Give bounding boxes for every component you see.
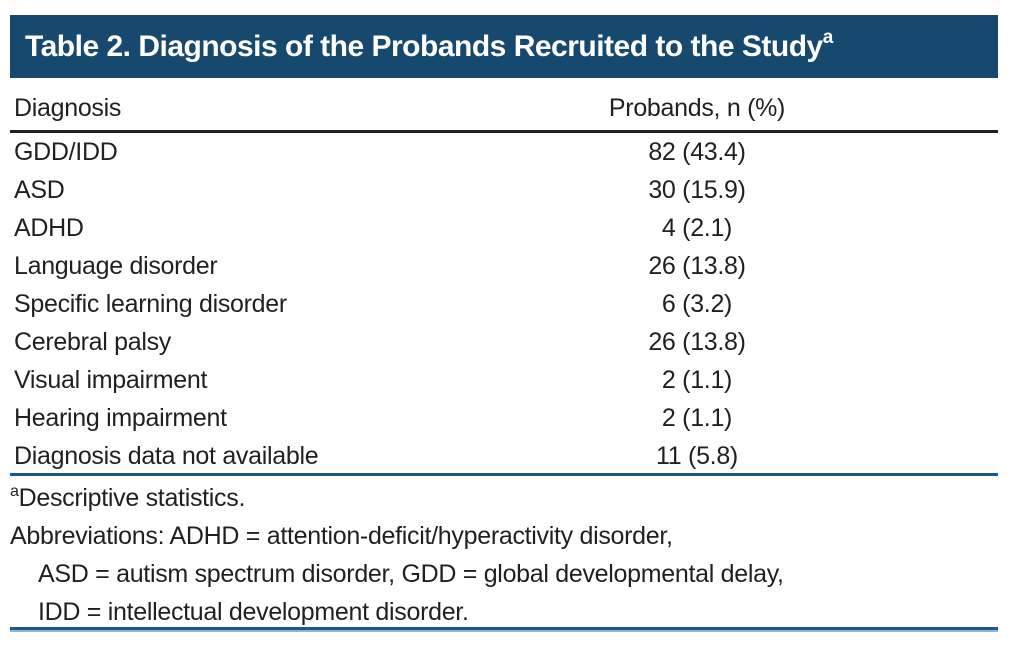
table-row: Hearing impairment 2 (1.1)	[10, 399, 998, 437]
table-title: Table 2. Diagnosis of the Probands Recru…	[10, 26, 834, 64]
table-body: GDD/IDD 82 (43.4) ASD 30 (15.9) ADHD 4 (…	[10, 132, 998, 476]
footnote-abbreviations-line1: Abbreviations: ADHD = attention-deficit/…	[10, 522, 673, 550]
diagnosis-cell: ADHD	[14, 213, 84, 242]
body-bottom-rule	[10, 473, 998, 476]
table-title-superscript: a	[822, 26, 834, 48]
value-cell: 82 (43.4)	[648, 137, 746, 166]
value-cell: 2 (1.1)	[661, 365, 733, 394]
footnote-marker: a	[10, 483, 19, 500]
page-bottom-rule	[10, 627, 998, 632]
footnote-descriptive: aDescriptive statistics.	[10, 479, 998, 517]
diagnosis-cell: ASD	[14, 175, 65, 204]
table-title-text: Table 2. Diagnosis of the Probands Recru…	[25, 29, 823, 63]
table-row: Diagnosis data not available 11 (5.8)	[10, 437, 998, 475]
value-cell: 6 (3.2)	[661, 289, 733, 318]
diagnosis-cell: Language disorder	[14, 251, 218, 280]
table-row: ADHD 4 (2.1)	[10, 209, 998, 247]
table-row: Cerebral palsy 26 (13.8)	[10, 323, 998, 361]
diagnosis-cell: Visual impairment	[14, 365, 208, 394]
value-cell: 2 (1.1)	[661, 403, 733, 432]
column-header-diagnosis: Diagnosis	[10, 86, 396, 133]
data-table: Diagnosis Probands, n (%) GDD/IDD 82 (43…	[10, 86, 998, 475]
value-cell: 11 (5.8)	[656, 441, 738, 470]
table-row: Language disorder 26 (13.8)	[10, 247, 998, 285]
table-row: GDD/IDD 82 (43.4)	[10, 132, 998, 172]
footnote-abbreviations-line2: ASD = autism spectrum disorder, GDD = gl…	[38, 560, 784, 588]
diagnosis-cell: Specific learning disorder	[14, 289, 287, 318]
table-title-bar: Table 2. Diagnosis of the Probands Recru…	[10, 15, 998, 78]
table-header: Diagnosis Probands, n (%)	[10, 86, 998, 133]
column-header-probands: Probands, n (%)	[396, 86, 998, 133]
footnote-abbreviations-line3: IDD = intellectual development disorder.	[38, 598, 469, 626]
diagnosis-cell: Cerebral palsy	[14, 327, 171, 356]
table-row: ASD 30 (15.9)	[10, 171, 998, 209]
value-cell: 26 (13.8)	[648, 251, 746, 280]
footnotes: aDescriptive statistics. Abbreviations: …	[10, 479, 998, 631]
value-cell: 26 (13.8)	[648, 327, 746, 356]
value-cell: 30 (15.9)	[648, 175, 746, 204]
value-cell: 4 (2.1)	[661, 213, 733, 242]
table-row: Specific learning disorder 6 (3.2)	[10, 285, 998, 323]
diagnosis-cell: Diagnosis data not available	[14, 441, 319, 470]
diagnosis-cell: Hearing impairment	[14, 403, 227, 432]
footnote-note-text: Descriptive statistics.	[18, 484, 246, 512]
table-row: Visual impairment 2 (1.1)	[10, 361, 998, 399]
diagnosis-cell: GDD/IDD	[14, 137, 118, 166]
table-header-row: Diagnosis Probands, n (%)	[10, 86, 998, 133]
